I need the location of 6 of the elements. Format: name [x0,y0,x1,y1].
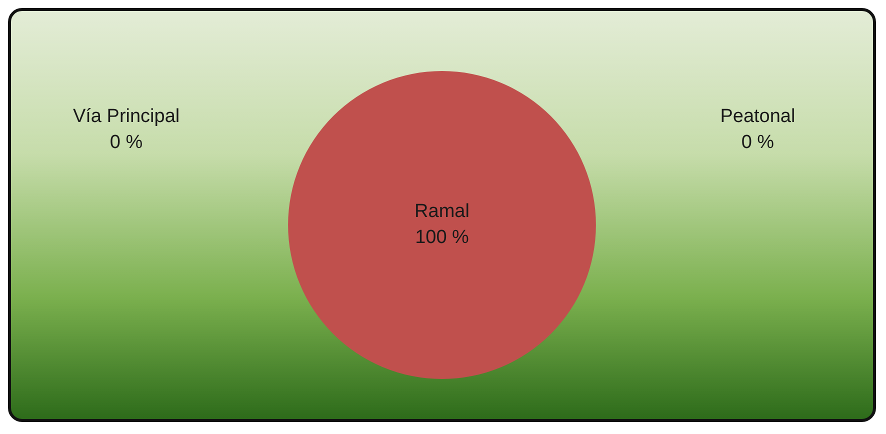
category-label: Peatonal [720,106,796,127]
slice-label: Ramal [414,201,470,222]
category-label: Vía Principal [72,106,180,127]
data-label: 100 % [415,227,470,248]
text: 0 % [741,132,774,153]
text: 0 % [110,132,143,153]
